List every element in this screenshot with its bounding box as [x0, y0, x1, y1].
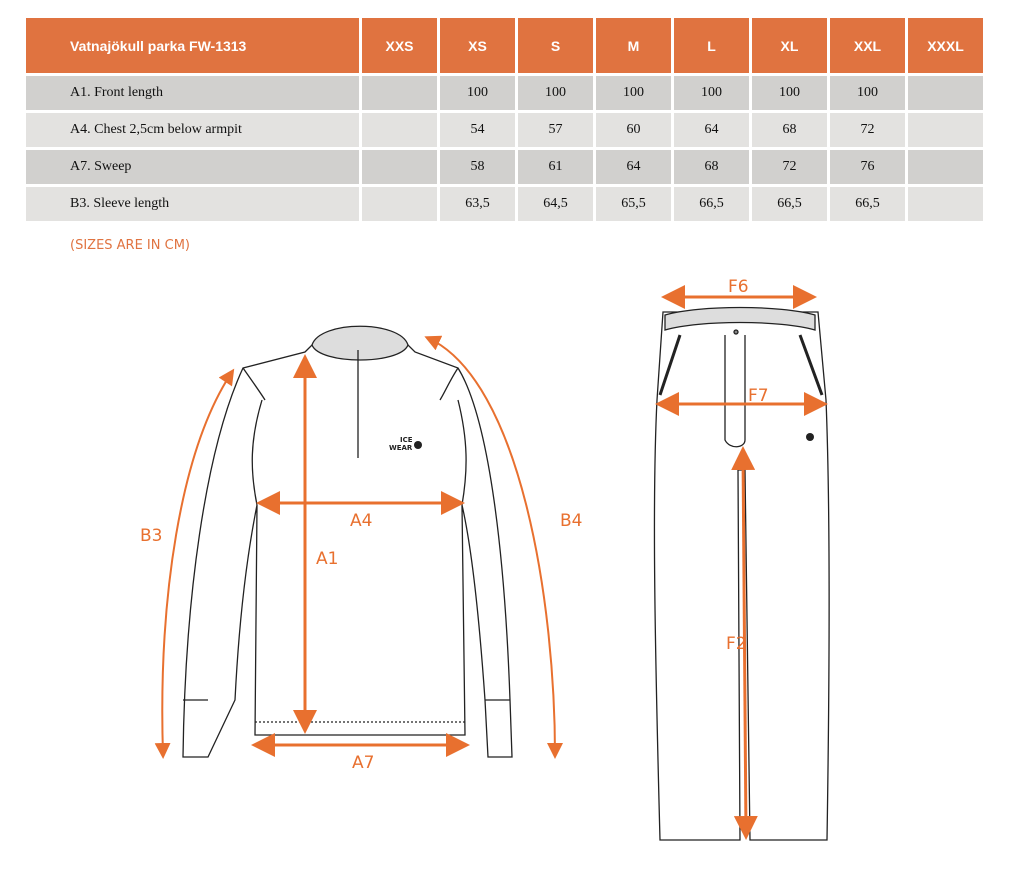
size-value: 76: [830, 150, 905, 184]
size-value: 65,5: [596, 187, 671, 221]
row-label: A4. Chest 2,5cm below armpit: [26, 113, 359, 147]
arrow-b3: [154, 368, 235, 759]
arrow-f2: [731, 446, 758, 840]
size-value: 57: [518, 113, 593, 147]
size-value: 72: [752, 150, 827, 184]
size-value: [908, 76, 983, 110]
size-value: 58: [440, 150, 515, 184]
table-title: Vatnajökull parka FW-1313: [26, 18, 359, 73]
table-row: B3. Sleeve length 63,5 64,5 65,5 66,5 66,5 66,…: [26, 187, 983, 221]
size-value: 61: [518, 150, 593, 184]
size-header: XS: [440, 18, 515, 73]
size-value: 54: [440, 113, 515, 147]
label-f2: F2: [726, 634, 747, 654]
size-header: XL: [752, 18, 827, 73]
size-value: [362, 150, 437, 184]
label-f6: F6: [728, 277, 749, 297]
size-value: 60: [596, 113, 671, 147]
size-header: M: [596, 18, 671, 73]
jacket-logo: ICE WEAR: [389, 436, 422, 452]
size-value: 100: [674, 76, 749, 110]
size-value: [362, 76, 437, 110]
units-note: (SIZES ARE IN CM): [70, 238, 190, 253]
size-value: 63,5: [440, 187, 515, 221]
size-value: [908, 187, 983, 221]
jacket-drawing: [182, 325, 513, 758]
size-header: L: [674, 18, 749, 73]
size-value: 64,5: [518, 187, 593, 221]
measure-arrows: [154, 285, 828, 840]
size-chart-table: Vatnajökull parka FW-1313 XXS XS S M L X…: [23, 15, 986, 224]
label-f7: F7: [748, 386, 769, 406]
size-value: 68: [752, 113, 827, 147]
size-value: [908, 113, 983, 147]
pants-drawing: [653, 306, 830, 841]
size-value: 64: [596, 150, 671, 184]
arrow-b4: [424, 335, 563, 759]
label-a7: A7: [352, 753, 374, 773]
size-header: S: [518, 18, 593, 73]
label-b4: B4: [560, 511, 582, 531]
label-b3: B3: [140, 526, 162, 546]
label-a4: A4: [350, 511, 372, 531]
size-value: 66,5: [674, 187, 749, 221]
snowflake-icon: [806, 433, 814, 441]
size-value: 66,5: [752, 187, 827, 221]
size-value: 100: [830, 76, 905, 110]
size-value: [362, 113, 437, 147]
snowflake-icon: [414, 441, 422, 449]
size-value: 100: [440, 76, 515, 110]
svg-text:ICE: ICE: [400, 436, 413, 444]
size-value: [362, 187, 437, 221]
label-a1: A1: [316, 549, 338, 569]
svg-text:WEAR: WEAR: [389, 444, 413, 452]
size-header: XXS: [362, 18, 437, 73]
size-header: XXL: [830, 18, 905, 73]
size-value: 100: [596, 76, 671, 110]
size-header: XXXL: [908, 18, 983, 73]
table-row: A1. Front length 100 100 100 100 100 100: [26, 76, 983, 110]
size-value: 64: [674, 113, 749, 147]
size-value: 100: [752, 76, 827, 110]
row-label: A7. Sweep: [26, 150, 359, 184]
size-value: 100: [518, 76, 593, 110]
header-row: Vatnajökull parka FW-1313 XXS XS S M L X…: [26, 18, 983, 73]
table-row: A7. Sweep 58 61 64 68 72 76: [26, 150, 983, 184]
row-label: B3. Sleeve length: [26, 187, 359, 221]
size-value: [908, 150, 983, 184]
table-row: A4. Chest 2,5cm below armpit 54 57 60 64 68 72: [26, 113, 983, 147]
size-value: 68: [674, 150, 749, 184]
size-value: 66,5: [830, 187, 905, 221]
size-value: 72: [830, 113, 905, 147]
row-label: A1. Front length: [26, 76, 359, 110]
